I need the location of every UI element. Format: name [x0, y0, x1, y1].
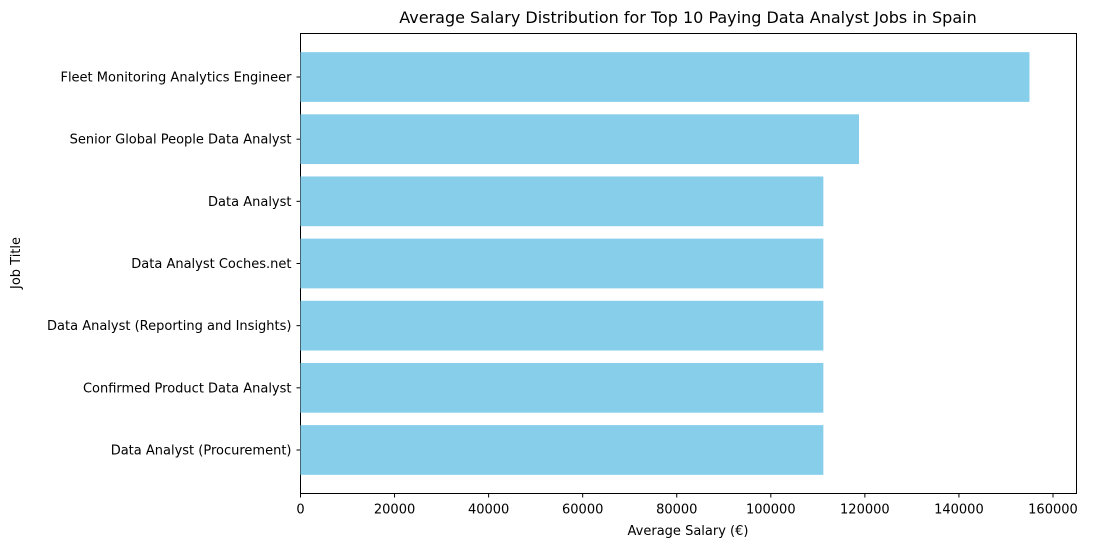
bar: [300, 238, 824, 289]
y-tick-label: Data Analyst (Procurement): [111, 443, 292, 458]
y-ticks-group: Fleet Monitoring Analytics Engineer Senio…: [47, 71, 301, 458]
y-tick-label: Confirmed Product Data Analyst: [83, 381, 292, 396]
y-tick-label: Data Analyst (Reporting and Insights): [47, 319, 291, 334]
y-tick-label: Senior Global People Data Analyst: [70, 133, 292, 148]
bar: [300, 52, 1030, 102]
bar: [300, 362, 824, 413]
y-tick-label: Data Analyst Coches.net: [131, 257, 291, 272]
x-tick-label: 120000: [840, 503, 890, 518]
x-tick-label: 160000: [1028, 503, 1078, 518]
bar: [300, 176, 824, 227]
y-tick-label: Fleet Monitoring Analytics Engineer: [60, 71, 292, 86]
bar: [300, 300, 824, 351]
x-axis-label: Average Salary (€): [628, 524, 749, 539]
x-ticks-group: 0 20000 40000 60000 80000 100000 120000 140000 1…: [296, 493, 1078, 518]
bar: [300, 114, 859, 165]
x-tick-label: 140000: [934, 503, 984, 518]
x-tick-label: 80000: [656, 503, 697, 518]
bar: [300, 425, 824, 475]
x-tick-label: 0: [296, 503, 304, 518]
x-tick-label: 20000: [374, 503, 415, 518]
chart-title: Average Salary Distribution for Top 10 P…: [399, 8, 976, 27]
x-tick-label: 100000: [746, 503, 796, 518]
y-axis-label: Job Title: [9, 237, 24, 290]
x-tick-label: 40000: [468, 503, 509, 518]
x-tick-label: 60000: [562, 503, 603, 518]
y-tick-label: Data Analyst: [208, 195, 291, 210]
bars-group: [300, 52, 1030, 475]
